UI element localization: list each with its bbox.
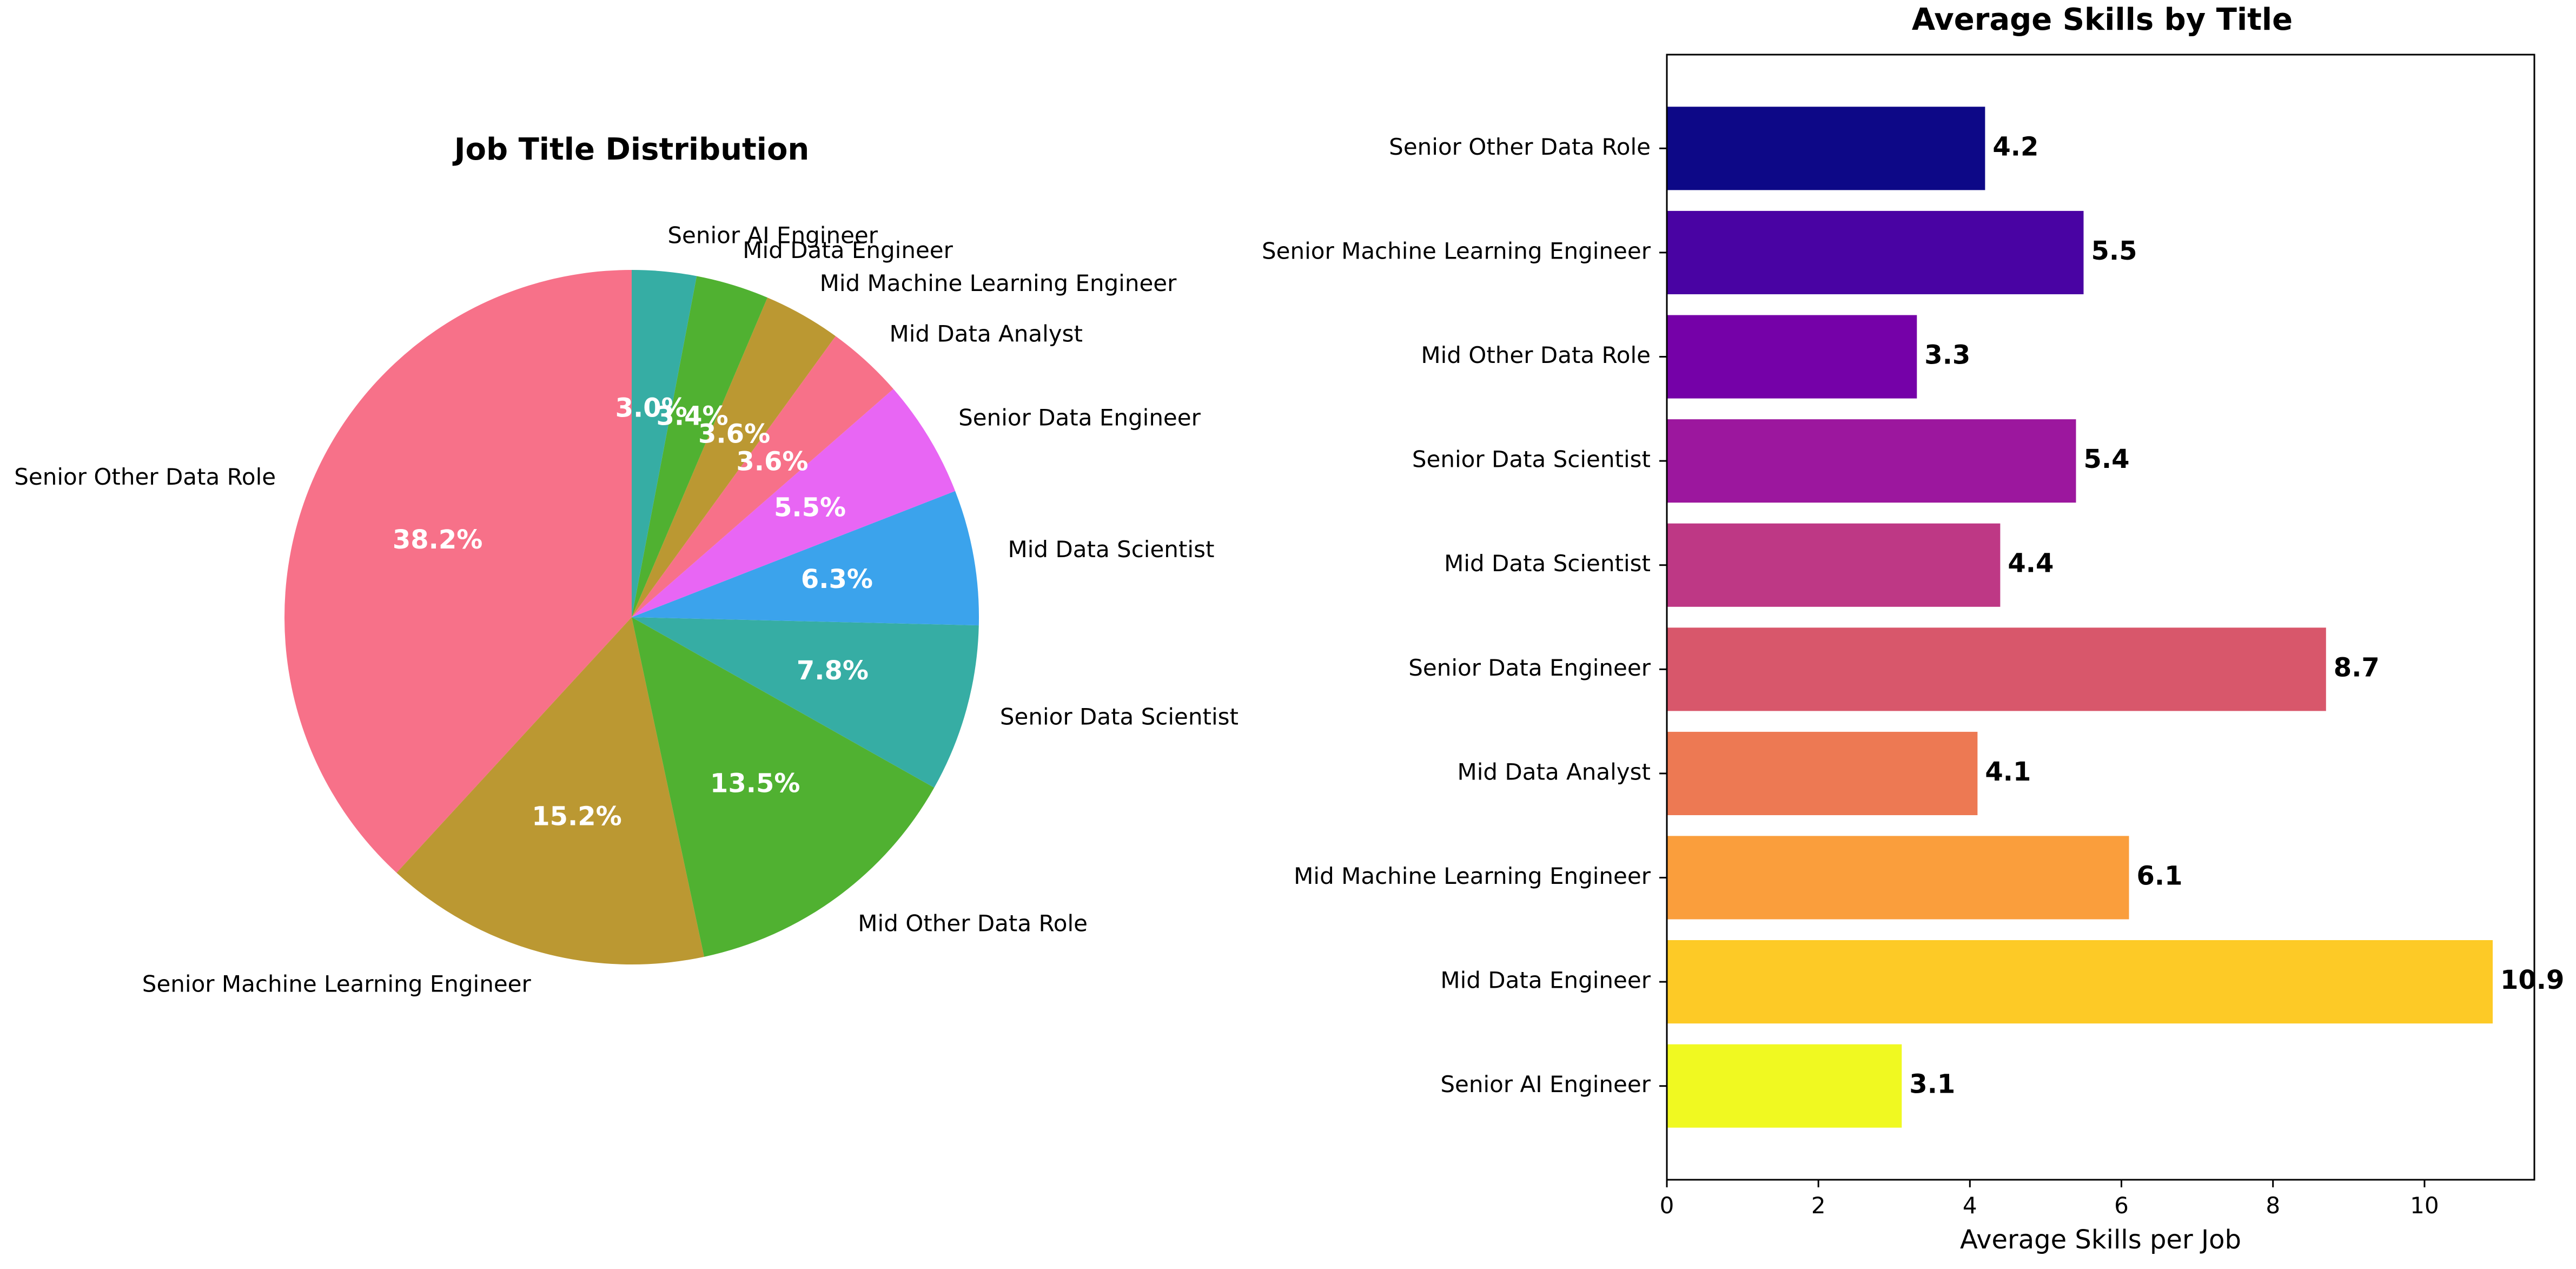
pie-slice-mid-machine-learning-engineer bbox=[632, 298, 836, 617]
bar-chart-title: Average Skills by Title bbox=[1912, 2, 2293, 37]
bar-senior-other-data-role bbox=[1667, 107, 1985, 190]
pie-chart-title: Job Title Distribution bbox=[452, 132, 810, 167]
y-tick-label-mid-machine-learning-engineer: Mid Machine Learning Engineer bbox=[1294, 863, 1651, 889]
pie-pct-senior-other-data-role: 38.2% bbox=[393, 525, 483, 555]
pie-pct-mid-machine-learning-engineer: 3.6% bbox=[698, 419, 770, 450]
bar-value-label-senior-other-data-role: 4.2 bbox=[1992, 131, 2038, 162]
y-tick-label-senior-machine-learning-engineer: Senior Machine Learning Engineer bbox=[1262, 237, 1651, 264]
pie-label-senior-data-engineer: Senior Data Engineer bbox=[958, 405, 1201, 431]
pie-slice-senior-other-data-role bbox=[284, 270, 632, 873]
y-tick-label-senior-data-scientist: Senior Data Scientist bbox=[1412, 446, 1651, 473]
bar-value-label-mid-data-analyst: 4.1 bbox=[1985, 757, 2031, 787]
bar-chart-x-axis-label: Average Skills per Job bbox=[1960, 1225, 2241, 1255]
pie-label-mid-data-engineer: Mid Data Engineer bbox=[743, 237, 953, 263]
bar-value-label-senior-data-engineer: 8.7 bbox=[2334, 652, 2380, 683]
bar-senior-machine-learning-engineer bbox=[1667, 210, 2084, 294]
pie-label-senior-machine-learning-engineer: Senior Machine Learning Engineer bbox=[142, 971, 532, 997]
bar-mid-machine-learning-engineer bbox=[1667, 836, 2129, 920]
pie-label-senior-other-data-role: Senior Other Data Role bbox=[14, 464, 276, 490]
y-tick-label-senior-ai-engineer: Senior AI Engineer bbox=[1440, 1071, 1651, 1098]
pie-label-mid-machine-learning-engineer: Mid Machine Learning Engineer bbox=[820, 270, 1177, 296]
pie-pct-senior-machine-learning-engineer: 15.2% bbox=[532, 802, 622, 832]
bar-mid-data-analyst bbox=[1667, 731, 1978, 815]
y-tick-label-mid-other-data-role: Mid Other Data Role bbox=[1421, 342, 1651, 368]
bar-senior-ai-engineer bbox=[1667, 1044, 1902, 1128]
x-tick-label: 2 bbox=[1811, 1192, 1826, 1219]
bar-value-label-mid-other-data-role: 3.3 bbox=[1924, 340, 1970, 371]
y-tick-label-mid-data-engineer: Mid Data Engineer bbox=[1440, 967, 1651, 994]
pie-label-mid-data-scientist: Mid Data Scientist bbox=[1008, 536, 1215, 563]
x-tick-label: 8 bbox=[2266, 1192, 2280, 1219]
pie-slice-mid-data-analyst bbox=[632, 336, 893, 617]
bar-mid-other-data-role bbox=[1667, 315, 1917, 399]
pie-slice-mid-other-data-role bbox=[632, 617, 935, 957]
pie-label-senior-ai-engineer: Senior AI Engineer bbox=[667, 222, 878, 248]
pie-pct-mid-data-scientist: 6.3% bbox=[801, 564, 873, 594]
bar-value-label-senior-machine-learning-engineer: 5.5 bbox=[2091, 236, 2137, 266]
pie-slice-senior-data-engineer bbox=[632, 389, 956, 617]
x-tick-label: 10 bbox=[2410, 1192, 2439, 1219]
bar-mid-data-engineer bbox=[1667, 940, 2493, 1024]
y-tick-label-senior-other-data-role: Senior Other Data Role bbox=[1389, 134, 1651, 160]
pie-pct-mid-data-analyst: 3.6% bbox=[736, 447, 808, 477]
bar-value-label-mid-data-scientist: 4.4 bbox=[2008, 548, 2054, 579]
bar-senior-data-engineer bbox=[1667, 627, 2326, 711]
pie-label-mid-data-analyst: Mid Data Analyst bbox=[890, 320, 1083, 347]
pie-label-senior-data-scientist: Senior Data Scientist bbox=[1000, 704, 1239, 730]
pie-slice-mid-data-engineer bbox=[632, 276, 768, 618]
pie-slice-mid-data-scientist bbox=[632, 491, 979, 626]
pie-pct-senior-data-engineer: 5.5% bbox=[774, 493, 846, 523]
x-tick-label: 0 bbox=[1660, 1192, 1674, 1219]
bar-value-label-mid-machine-learning-engineer: 6.1 bbox=[2137, 861, 2183, 891]
bar-chart: Average Skills by Title 4.2 5.5 3.3 5.4 4.4 8… bbox=[1262, 2, 2564, 1255]
pie-chart: Job Title Distribution Senior Other Data… bbox=[14, 132, 1239, 997]
bar-value-label-senior-ai-engineer: 3.1 bbox=[1909, 1069, 1955, 1100]
pie-pct-senior-data-scientist: 7.8% bbox=[797, 656, 869, 686]
y-tick-label-mid-data-analyst: Mid Data Analyst bbox=[1457, 758, 1651, 785]
bar-mid-data-scientist bbox=[1667, 523, 2001, 607]
bar-senior-data-scientist bbox=[1667, 419, 2076, 503]
bar-chart-axes-frame bbox=[1666, 54, 2535, 1181]
x-tick-label: 4 bbox=[1963, 1192, 1977, 1219]
pie-slice-senior-machine-learning-engineer bbox=[396, 617, 704, 964]
pie-slice-senior-ai-engineer bbox=[632, 270, 697, 617]
pie-pct-mid-data-engineer: 3.4% bbox=[656, 401, 728, 431]
pie-pct-senior-ai-engineer: 3.0% bbox=[615, 393, 687, 424]
pie-pct-mid-other-data-role: 13.5% bbox=[710, 768, 800, 798]
pie-slice-senior-data-scientist bbox=[632, 617, 979, 788]
bar-value-label-mid-data-engineer: 10.9 bbox=[2500, 965, 2564, 995]
x-tick-label: 6 bbox=[2114, 1192, 2129, 1219]
bar-value-label-senior-data-scientist: 5.4 bbox=[2084, 444, 2130, 474]
y-tick-label-senior-data-engineer: Senior Data Engineer bbox=[1408, 655, 1651, 681]
pie-label-mid-other-data-role: Mid Other Data Role bbox=[858, 910, 1088, 937]
y-tick-label-mid-data-scientist: Mid Data Scientist bbox=[1444, 550, 1651, 577]
